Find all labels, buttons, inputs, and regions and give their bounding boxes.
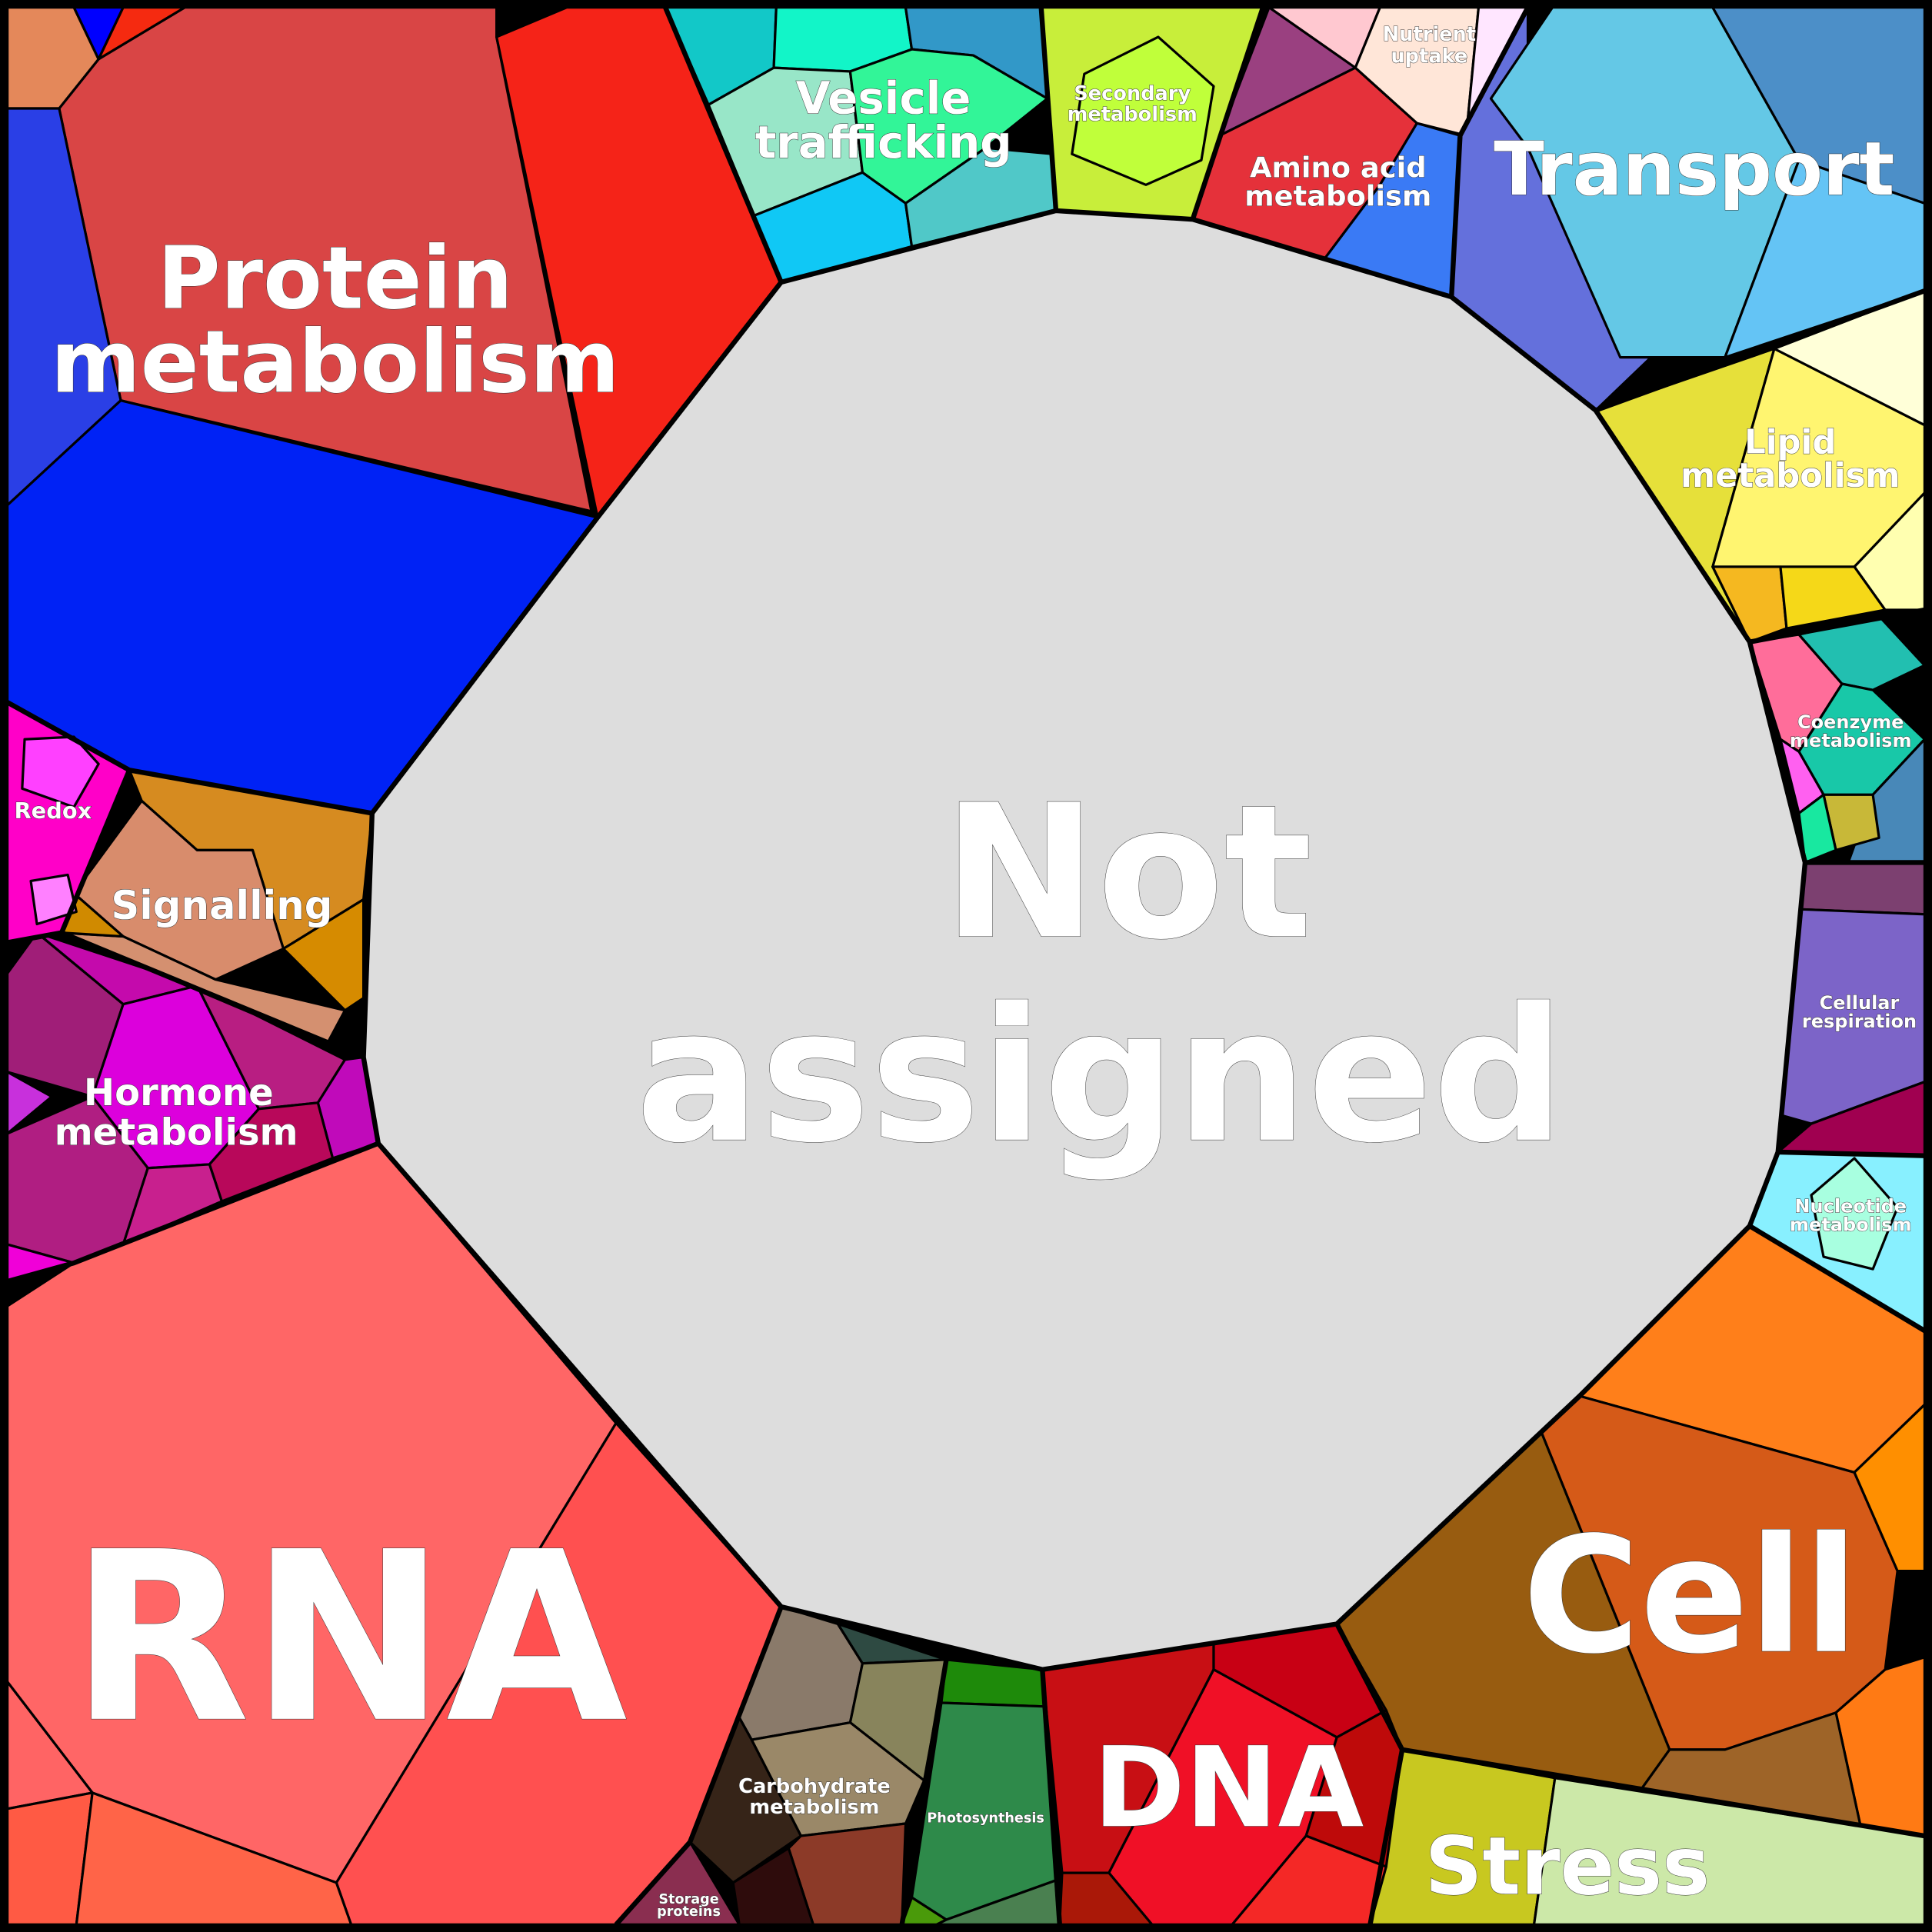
label-line: trafficking [755,116,1012,168]
border [1038,7,1059,212]
border [1190,6,1266,221]
label-line: Transport [1494,126,1894,212]
label-line: Redox [14,798,92,824]
region-label: Protein metabolism [51,229,620,413]
border [1040,1669,1062,1925]
region-label: Secondary metabolism [1068,82,1198,126]
label-line: RNA [70,1501,629,1774]
border [1777,1149,1925,1158]
region-label: Vesicle trafficking [755,72,1012,168]
border [1749,607,1925,645]
region-borders [6,6,1927,1927]
label-line: DNA [1093,1724,1364,1853]
region-label: Stress [1424,1819,1710,1913]
label-line: uptake [1391,45,1467,68]
border [1594,288,1926,413]
label-line: Lipid [1744,424,1836,462]
label-line: metabolism [55,1111,298,1154]
label-line: metabolism [1790,730,1911,751]
border [899,1659,949,1925]
label-line: Secondary [1074,82,1191,105]
label-line: assigned [635,968,1565,1184]
region-label: Nucleotide metabolism [1790,1195,1911,1235]
label-line: Signalling [111,883,332,929]
label-line: Coenzyme [1797,711,1904,733]
label-line: metabolism [1244,180,1431,213]
label-line: Stress [1424,1819,1710,1913]
label-line: Protein [158,229,513,329]
region-label: Not assigned [635,765,1565,1184]
label-line: Not [942,765,1312,981]
label-line: metabolism [749,1796,879,1819]
region-label: Cell [1523,1504,1859,1690]
cell [1071,35,1215,186]
cell [122,1163,223,1246]
border [6,1141,379,1284]
label-line: Nucleotide [1794,1195,1907,1217]
labels: Not assigned Protein metabolism Vesicle tra… [14,22,1917,1920]
label-line: respiration [1802,1011,1917,1032]
region-label: Lipid metabolism [1681,424,1900,495]
label-line: metabolism [1790,1214,1911,1235]
label-line: Amino acid [1250,152,1427,185]
cell [1304,1709,1404,1868]
cell [1800,861,1926,916]
border [1367,1749,1405,1925]
cell [361,208,1808,1672]
border [614,1605,784,1927]
border [1449,6,1531,298]
region-label: Redox [14,798,92,824]
border [1748,1224,1927,1333]
label-line: Cell [1523,1504,1859,1690]
region-label: DNA [1093,1724,1364,1853]
label-line: Hormone [84,1071,274,1114]
region-label: Carbohydrate metabolism [738,1775,891,1819]
region-label: RNA [70,1501,629,1774]
cells [6,6,1926,1926]
label-line: Carbohydrate [738,1775,891,1798]
region-label: Amino acid metabolism [1244,152,1431,213]
region-label: Transport [1494,126,1894,212]
cell [1810,1157,1899,1271]
label-line: metabolism [51,312,620,412]
border [59,769,132,934]
region-label: Coenzyme metabolism [1790,711,1911,751]
region-label: Hormone metabolism [55,1071,298,1154]
region-label: Signalling [111,883,332,929]
region-label: Cellular respiration [1802,992,1917,1032]
region-label: Photosynthesis [927,1810,1044,1826]
border [663,6,784,284]
label-line: Photosynthesis [927,1810,1044,1826]
label-line: metabolism [1068,103,1198,126]
label-line: Cellular [1820,992,1900,1014]
label-line: Storage [658,1892,718,1907]
cell [208,1101,335,1203]
cell [29,873,78,926]
cell [1779,565,1887,630]
label-line: metabolism [1681,457,1900,495]
label-line: Nutrient [1383,23,1476,46]
label-line: Vesicle [796,72,971,124]
region-label: Nutrient uptake [1383,23,1476,68]
label-line: proteins [657,1904,721,1920]
region-label: Storage proteins [657,1892,721,1920]
